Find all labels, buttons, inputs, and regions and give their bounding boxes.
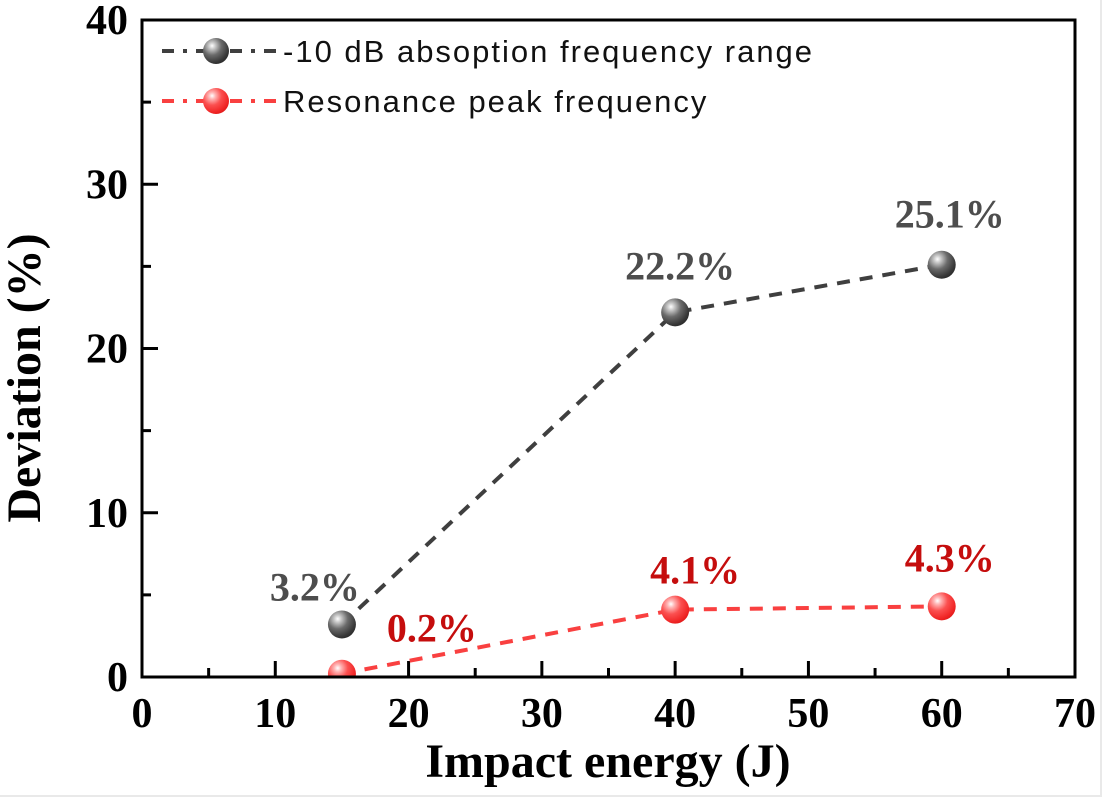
series-layer: 3.2% 22.2% 25.1% 0.2% 4.1% 4.3% (270, 192, 1005, 677)
y-tick-label: 10 (86, 491, 128, 537)
data-point-marker (327, 659, 356, 677)
x-tick-label: 60 (921, 691, 963, 737)
legend-item-absorption-range: -10 dB absoption frequency range (162, 34, 814, 69)
legend-marker-resonance-icon (203, 88, 229, 114)
data-point-marker (327, 610, 356, 639)
series-line (340, 262, 943, 626)
x-tick-label: 40 (654, 691, 696, 737)
x-tick-label: 20 (388, 691, 430, 737)
data-point-marker (927, 250, 956, 279)
data-point-label: 4.3% (905, 535, 995, 580)
data-point-marker (661, 298, 690, 327)
data-point-marker (661, 595, 690, 624)
series-0: 3.2% 22.2% 25.1% (270, 192, 1005, 639)
x-tick-label: 10 (254, 691, 296, 737)
data-point-label: 4.1% (650, 548, 740, 593)
data-point-label: 22.2% (625, 243, 735, 288)
y-tick-label: 20 (86, 327, 128, 373)
series-line (341, 604, 942, 676)
y-axis-title: Deviation (%) (0, 233, 51, 522)
y-tick-label: 0 (107, 655, 128, 701)
x-tick-label: 0 (132, 691, 153, 737)
legend-marker-absorption-icon (203, 38, 229, 64)
x-tick-label: 30 (521, 691, 563, 737)
data-point-label: 0.2% (387, 606, 477, 651)
y-tick-label: 30 (86, 162, 128, 208)
x-axis-title: Impact energy (J) (425, 735, 790, 788)
axes-layer: 0 10 20 30 40 50 60 70 0 10 20 30 40 (86, 0, 1096, 737)
x-tick-label: 70 (1054, 691, 1096, 737)
legend-label-resonance: Resonance peak frequency (283, 84, 708, 119)
legend-label-absorption: -10 dB absoption frequency range (283, 34, 814, 69)
y-tick-label: 40 (86, 0, 128, 44)
x-tick-label: 50 (787, 691, 829, 737)
data-point-marker (927, 592, 956, 621)
legend-item-resonance-peak: Resonance peak frequency (162, 84, 708, 119)
legend: -10 dB absoption frequency range Resonan… (162, 34, 814, 119)
data-point-label: 25.1% (895, 192, 1005, 237)
plot-frame (140, 18, 1077, 679)
data-point-label: 3.2% (270, 564, 360, 609)
series-1: 0.2% 4.1% 4.3% (327, 535, 995, 677)
